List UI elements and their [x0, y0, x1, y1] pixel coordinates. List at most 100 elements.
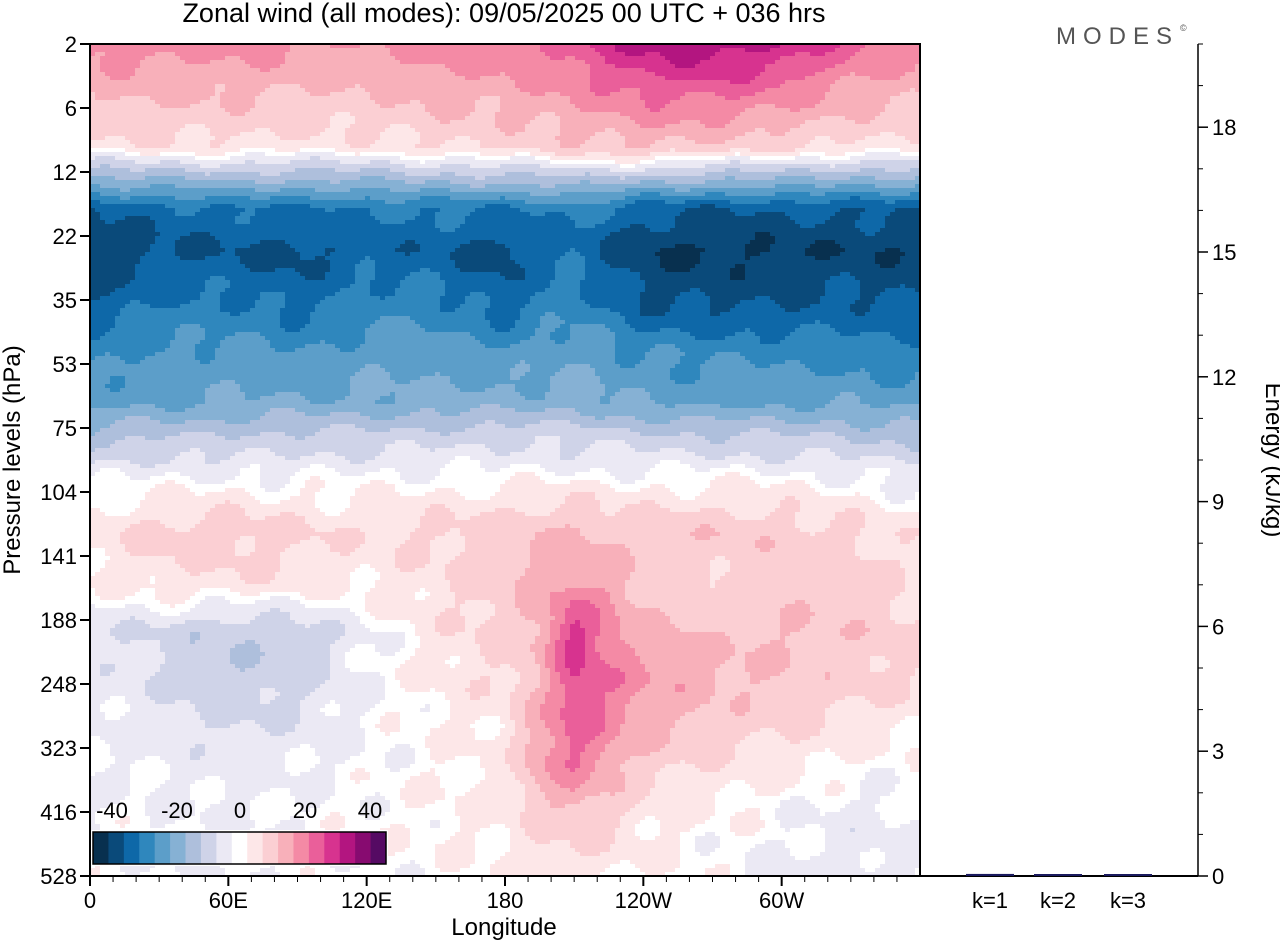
- heatmap-cell: [910, 108, 916, 113]
- heatmap-cell: [695, 128, 701, 133]
- heatmap-cell: [535, 52, 541, 57]
- heatmap-cell: [245, 76, 251, 81]
- heatmap-cell: [135, 112, 141, 117]
- heatmap-cell: [120, 92, 126, 97]
- heatmap-cell: [755, 140, 761, 145]
- heatmap-cell: [240, 76, 246, 81]
- heatmap-cell: [325, 116, 331, 121]
- heatmap-cell: [660, 64, 666, 69]
- heatmap-cell: [465, 140, 471, 145]
- heatmap-cell: [725, 88, 731, 93]
- heatmap-cell: [775, 52, 781, 57]
- heatmap-cell: [755, 132, 761, 137]
- heatmap-cell: [655, 64, 661, 69]
- heatmap-cell: [505, 52, 511, 57]
- heatmap-cell: [635, 80, 641, 85]
- heatmap-cell: [305, 148, 311, 153]
- heatmap-cell: [120, 148, 126, 153]
- heatmap-cell: [625, 148, 631, 153]
- heatmap-cell: [250, 156, 256, 161]
- heatmap-cell: [655, 136, 661, 141]
- heatmap-cell: [150, 64, 156, 69]
- heatmap-cell: [795, 84, 801, 89]
- heatmap-cell: [825, 132, 831, 137]
- heatmap-cell: [330, 108, 336, 113]
- heatmap-cell: [370, 96, 376, 101]
- heatmap-cell: [335, 76, 341, 81]
- heatmap-cell: [770, 96, 776, 101]
- heatmap-cell: [365, 52, 371, 57]
- heatmap-cell: [725, 144, 731, 149]
- heatmap-cell: [500, 52, 506, 57]
- heatmap-cell: [270, 48, 276, 53]
- heatmap-cell: [450, 132, 456, 137]
- heatmap-cell: [500, 104, 506, 109]
- heatmap-cell: [300, 68, 306, 73]
- heatmap-cell: [320, 108, 326, 113]
- heatmap-cell: [255, 92, 261, 97]
- heatmap-cell: [720, 48, 726, 53]
- heatmap-cell: [530, 64, 536, 69]
- heatmap-cell: [475, 52, 481, 57]
- heatmap-cell: [700, 52, 706, 57]
- heatmap-cell: [485, 128, 491, 133]
- heatmap-cell: [645, 104, 651, 109]
- heatmap-cell: [870, 160, 876, 165]
- heatmap-cell: [535, 80, 541, 85]
- heatmap-cell: [910, 56, 916, 61]
- heatmap-cell: [160, 64, 166, 69]
- heatmap-cell: [260, 160, 266, 165]
- heatmap-cell: [855, 56, 861, 61]
- heatmap-cell: [240, 84, 246, 89]
- heatmap-cell: [215, 160, 221, 165]
- heatmap-cell: [125, 140, 131, 145]
- heatmap-cell: [870, 108, 876, 113]
- heatmap-cell: [860, 152, 866, 157]
- heatmap-cell: [790, 80, 796, 85]
- heatmap-cell: [800, 136, 806, 141]
- heatmap-cell: [140, 164, 146, 169]
- heatmap-cell: [365, 56, 371, 61]
- heatmap-cell: [460, 156, 466, 161]
- heatmap-cell: [340, 156, 346, 161]
- heatmap-cell: [295, 112, 301, 117]
- heatmap-cell: [150, 116, 156, 121]
- heatmap-cell: [350, 56, 356, 61]
- heatmap-cell: [245, 80, 251, 85]
- heatmap-cell: [405, 136, 411, 141]
- heatmap-cell: [475, 68, 481, 73]
- heatmap-cell: [160, 132, 166, 137]
- heatmap-cell: [245, 100, 251, 105]
- heatmap-cell: [325, 76, 331, 81]
- heatmap-cell: [305, 56, 311, 61]
- heatmap-cell: [290, 140, 296, 145]
- heatmap-cell: [250, 48, 256, 53]
- heatmap-cell: [170, 68, 176, 73]
- heatmap-cell: [685, 68, 691, 73]
- heatmap-cell: [815, 120, 821, 125]
- heatmap-cell: [630, 124, 636, 129]
- heatmap-cell: [895, 104, 901, 109]
- heatmap-cell: [410, 92, 416, 97]
- heatmap-cell: [725, 160, 731, 165]
- heatmap-cell: [245, 148, 251, 153]
- heatmap-cell: [710, 48, 716, 53]
- heatmap-cell: [335, 80, 341, 85]
- heatmap-cell: [110, 112, 116, 117]
- heatmap-cell: [610, 100, 616, 105]
- heatmap-cell: [845, 104, 851, 109]
- heatmap-cell: [235, 80, 241, 85]
- heatmap-cell: [360, 60, 366, 65]
- heatmap-cell: [780, 132, 786, 137]
- heatmap-cell: [200, 124, 206, 129]
- heatmap-cell: [665, 92, 671, 97]
- heatmap-cell: [725, 152, 731, 157]
- heatmap-cell: [540, 112, 546, 117]
- heatmap-cell: [425, 68, 431, 73]
- heatmap-cell: [495, 104, 501, 109]
- heatmap-cell: [380, 64, 386, 69]
- heatmap-cell: [870, 156, 876, 161]
- heatmap-cell: [265, 152, 271, 157]
- heatmap-cell: [880, 152, 886, 157]
- heatmap-cell: [400, 88, 406, 93]
